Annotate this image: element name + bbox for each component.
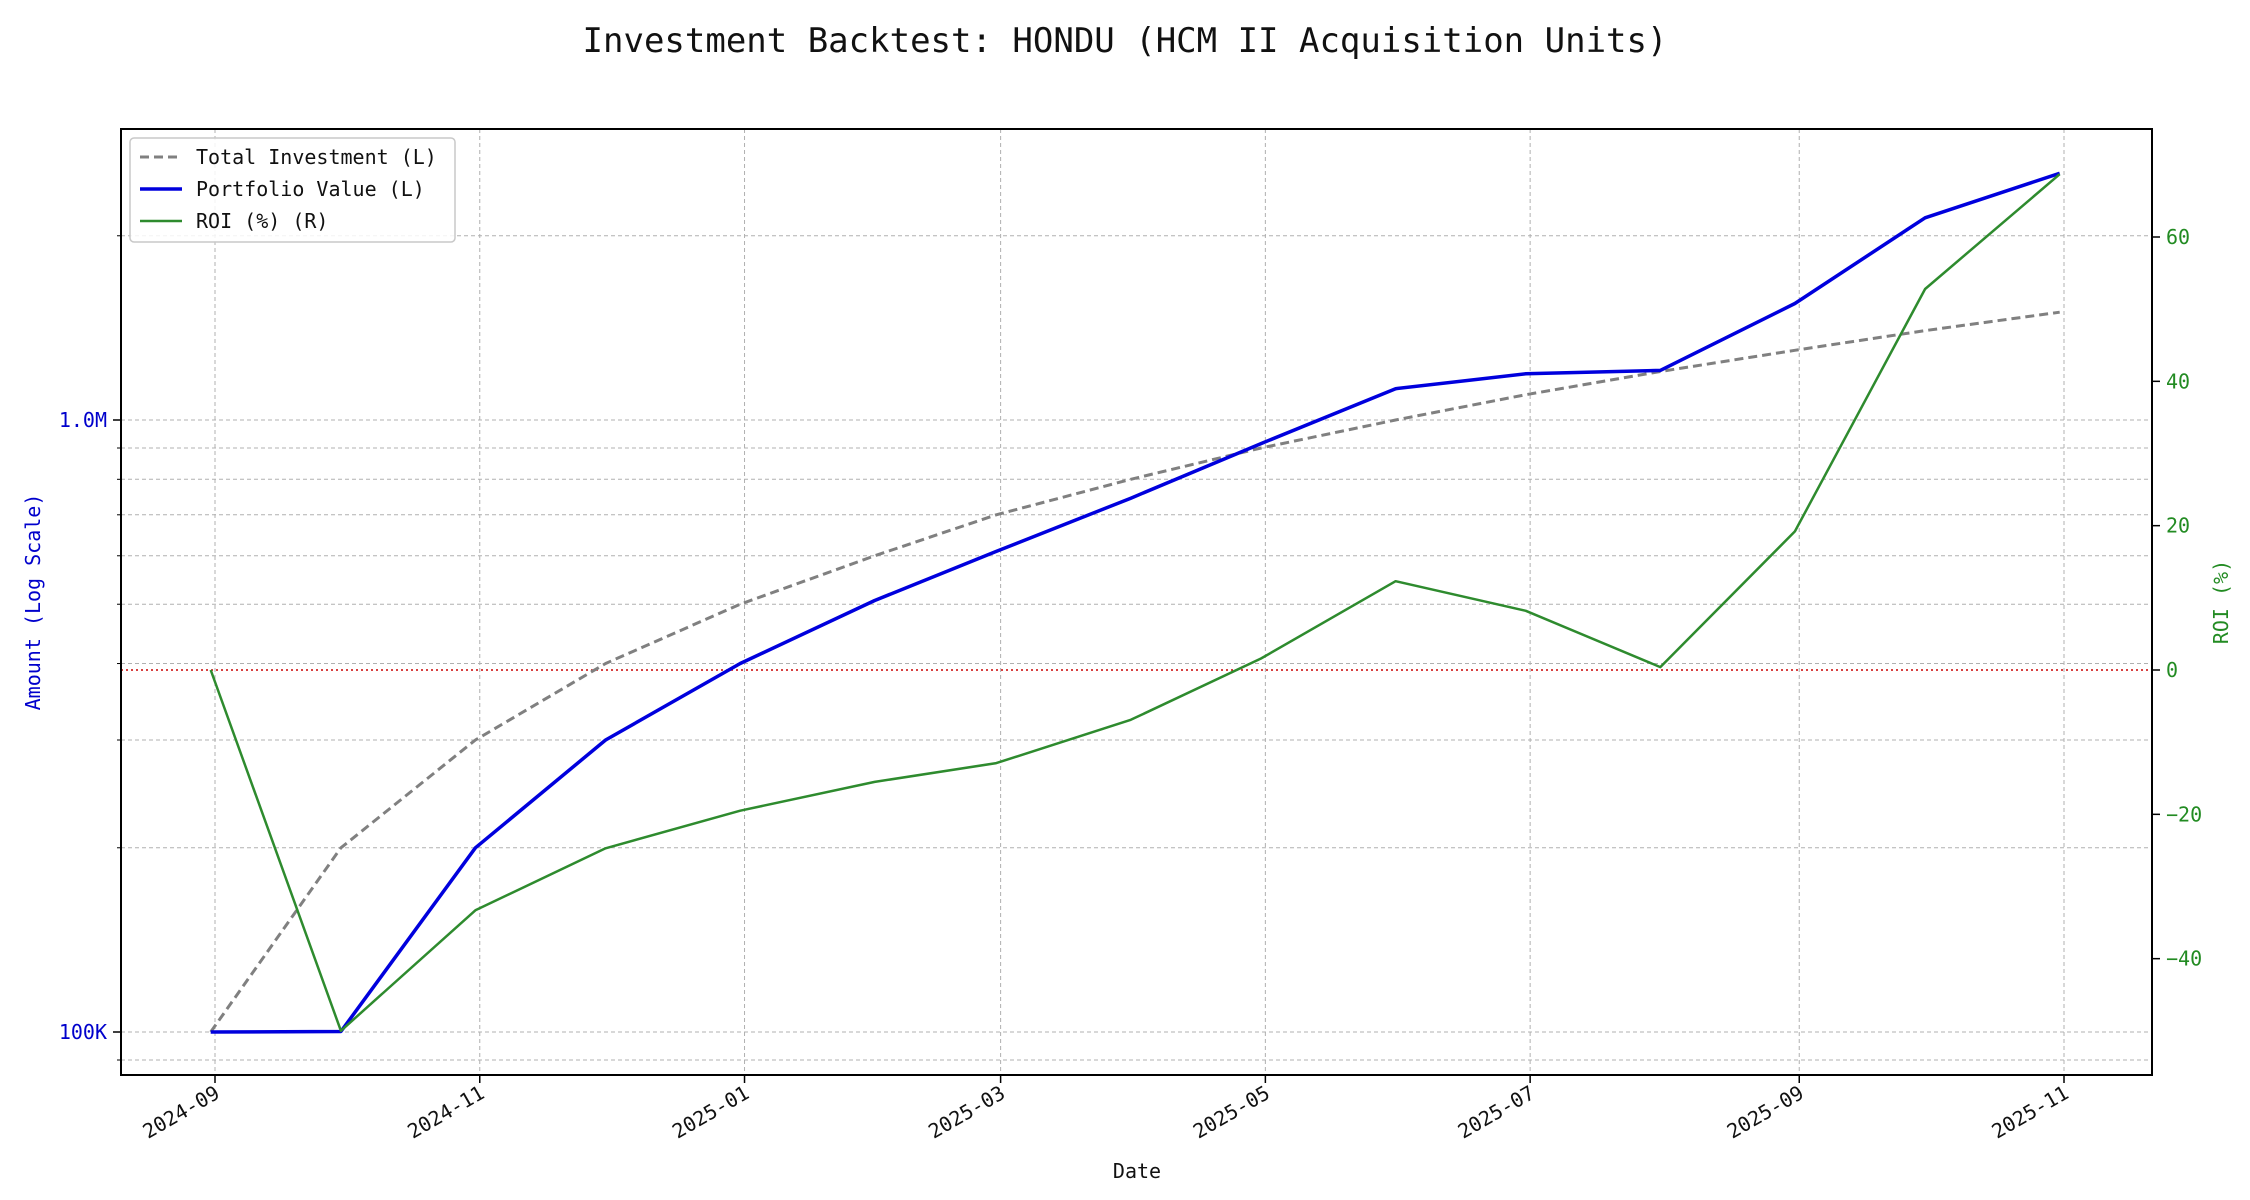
x-tick-label: 2025-09 <box>1723 1081 1808 1144</box>
series-line-1 <box>210 171 2061 1034</box>
x-tick-label: 2025-05 <box>1189 1081 1274 1144</box>
x-tick-label: 2025-01 <box>668 1081 753 1144</box>
x-tick-label: 2024-09 <box>138 1081 223 1144</box>
legend: Total Investment (L) Portfolio Value (L) R… <box>129 137 456 243</box>
legend-box <box>129 137 456 243</box>
x-axis: 2024-09 2024-11 2025-01 2025-03 2025-05 2025-… <box>138 1075 2073 1144</box>
x-tick-label: 2024-11 <box>403 1081 488 1144</box>
series-layer <box>209 171 2061 1034</box>
x-tick-label: 2025-11 <box>1987 1081 2072 1144</box>
right-tick-label: −40 <box>2166 947 2202 971</box>
series-line-2 <box>209 173 2061 1033</box>
legend-label: Total Investment (L) <box>196 145 437 169</box>
left-tick-label: 100K <box>59 1020 107 1044</box>
x-tick-label: 2025-03 <box>924 1081 1009 1144</box>
left-axis-label: Amount (Log Scale) <box>21 494 45 711</box>
x-axis-label: Date <box>1113 1159 1161 1183</box>
right-axis: −40 −20 0 20 40 60 <box>2152 225 2202 971</box>
legend-label: ROI (%) (R) <box>196 209 328 233</box>
right-tick-label: 20 <box>2166 514 2190 538</box>
x-tick-label: 2025-07 <box>1454 1081 1539 1144</box>
right-tick-label: −20 <box>2166 802 2202 826</box>
chart-title: Investment Backtest: HONDU (HCM II Acqui… <box>583 21 1668 61</box>
right-tick-label: 40 <box>2166 369 2190 393</box>
right-tick-label: 0 <box>2166 658 2178 682</box>
series-line-0 <box>209 310 2060 1033</box>
plot-frame <box>120 128 2153 1076</box>
right-tick-label: 60 <box>2166 225 2190 249</box>
legend-label: Portfolio Value (L) <box>196 177 425 201</box>
left-axis: 100K 1.0M <box>59 235 121 1061</box>
left-tick-label: 1.0M <box>59 408 107 432</box>
right-axis-label: ROI (%) <box>2209 560 2233 644</box>
